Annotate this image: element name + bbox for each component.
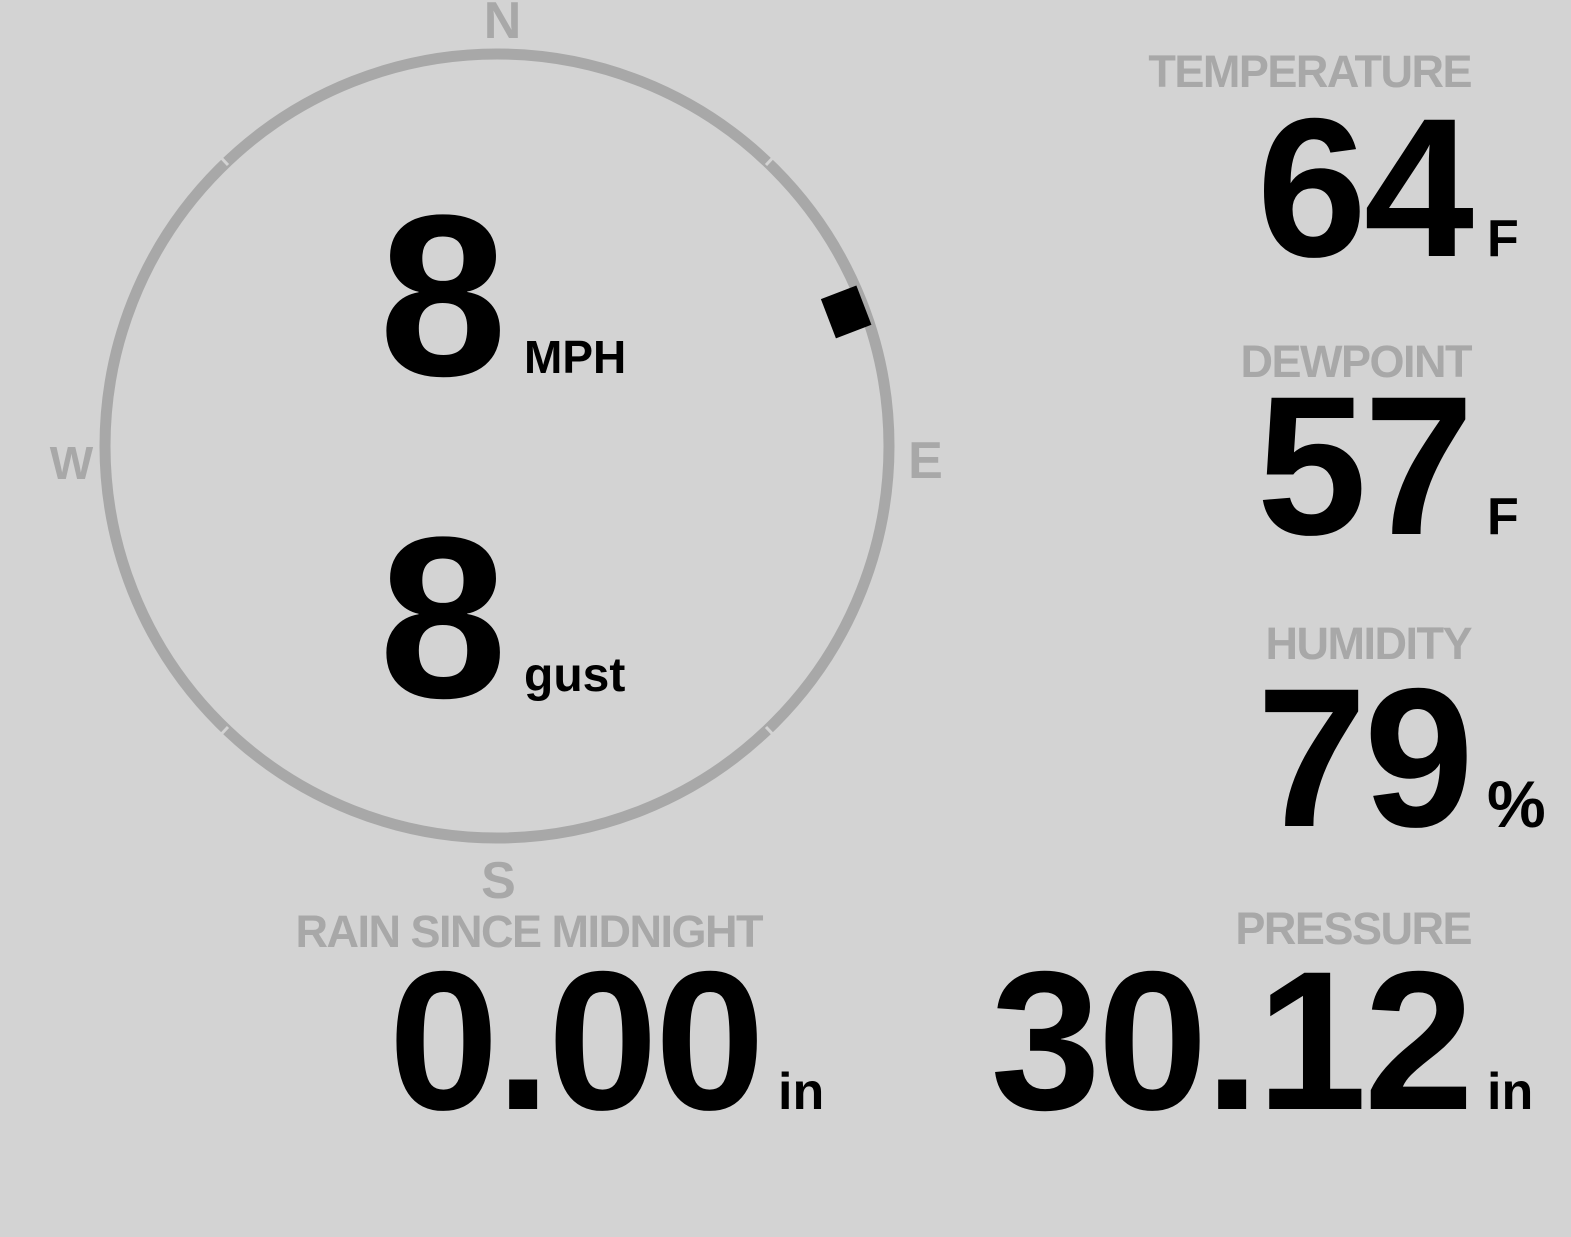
- temperature-value-row: 64 F: [1257, 89, 1519, 287]
- humidity-unit: %: [1487, 767, 1546, 841]
- rain-label: RAIN SINCE MIDNIGHT: [295, 906, 764, 957]
- compass-label-south: S: [481, 852, 516, 910]
- dewpoint-value: 57: [1256, 355, 1474, 576]
- wind-speed-value: 8: [379, 167, 507, 424]
- temperature-unit: F: [1487, 210, 1519, 268]
- compass-label-east: E: [908, 432, 943, 490]
- pressure-label: PRESSURE: [1235, 903, 1472, 954]
- dewpoint-label: DEWPOINT: [1240, 336, 1473, 387]
- pressure-value-row: 30.12 in: [991, 942, 1534, 1140]
- rain-value-row: 0.00 in: [389, 942, 825, 1140]
- rain-value: 0.00: [388, 930, 765, 1151]
- temperature-label: TEMPERATURE: [1148, 46, 1472, 97]
- pressure-value: 30.12: [990, 930, 1474, 1151]
- compass-label-north: N: [483, 0, 522, 50]
- dewpoint-value-row: 57 F: [1257, 367, 1519, 565]
- wind-direction-marker: [820, 285, 872, 339]
- humidity-label: HUMIDITY: [1265, 618, 1473, 669]
- humidity-value-row: 79%: [1257, 659, 1546, 857]
- pressure-unit: in: [1487, 1063, 1534, 1121]
- humidity-value: 79: [1256, 647, 1474, 868]
- wind-gust-unit: gust: [524, 649, 626, 702]
- dewpoint-unit: F: [1487, 488, 1519, 546]
- compass-label-west: W: [49, 437, 93, 489]
- wind-gust-value: 8: [379, 489, 507, 746]
- wind-speed-unit: MPH: [524, 331, 627, 383]
- compass-circle: [99, 48, 895, 844]
- rain-unit: in: [778, 1063, 825, 1121]
- temperature-value: 64: [1256, 77, 1474, 298]
- compass-intercardinal-notches: [209, 145, 785, 747]
